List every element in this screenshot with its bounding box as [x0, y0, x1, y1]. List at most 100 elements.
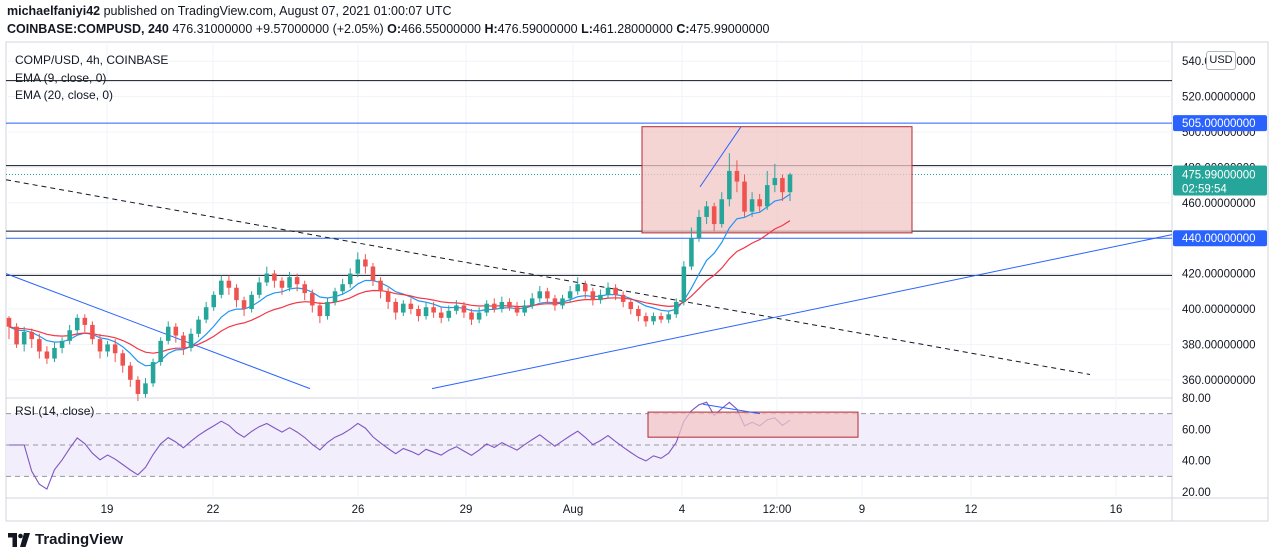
- currency-button[interactable]: USD: [1206, 51, 1236, 70]
- candle-body: [764, 185, 770, 207]
- candle-body: [332, 291, 338, 302]
- level-440-badge-label: 440.00000000: [1182, 233, 1256, 245]
- time-tick-label: 22: [207, 504, 220, 516]
- candle-body: [401, 303, 406, 313]
- candle-body: [393, 301, 398, 313]
- rsi-tick-label: 80.00: [1182, 393, 1211, 405]
- high-value: 476.59000000: [497, 22, 578, 36]
- candle-body: [249, 294, 254, 309]
- descending-trendline: [5, 273, 311, 390]
- candle-body: [711, 206, 717, 225]
- legend-ema9[interactable]: EMA (9, close, 0): [15, 71, 107, 85]
- symbol-label: COINBASE:COMPUSD, 240: [7, 22, 169, 36]
- low-label: L:: [581, 22, 593, 36]
- level-505-badge-label: 505.00000000: [1182, 118, 1256, 130]
- candle-body: [666, 314, 671, 320]
- candle-body: [173, 326, 179, 336]
- candle-body: [461, 305, 467, 313]
- close-value: 475.99000000: [689, 22, 770, 36]
- trend-lines[interactable]: [5, 126, 1173, 415]
- candle-body: [272, 273, 277, 281]
- price-tick-label: 400.00000000: [1182, 304, 1256, 316]
- candle-body: [749, 199, 755, 212]
- candle-body: [529, 298, 535, 306]
- legend-ema20[interactable]: EMA (20, close, 0): [15, 88, 114, 102]
- candle-body: [302, 284, 307, 294]
- candle-body: [105, 344, 110, 352]
- price-tick-label: 380.00000000: [1182, 339, 1256, 351]
- time-tick-label: 29: [460, 504, 473, 516]
- candle-body: [704, 206, 709, 217]
- publish-details: published on TradingView.com, August 07,…: [100, 4, 452, 18]
- rsi-axis: 80.00 60.00 40.00 20.00: [1182, 393, 1211, 499]
- publish-info: michaelfaniyi42 published on TradingView…: [7, 4, 452, 18]
- candle-body: [52, 347, 57, 359]
- rsi-tick-label: 20.00: [1182, 487, 1211, 499]
- candle-body: [552, 298, 558, 306]
- candle-body: [6, 317, 12, 327]
- candle-body: [234, 287, 239, 301]
- candle-body: [719, 199, 725, 225]
- open-value: 466.55000000: [401, 22, 481, 36]
- candle-body: [567, 291, 573, 299]
- candle-body: [97, 339, 103, 352]
- candle-body: [423, 307, 429, 317]
- candle-body: [14, 326, 19, 345]
- candle-body: [590, 291, 596, 301]
- candle-body: [385, 291, 391, 302]
- candle-body: [416, 309, 421, 317]
- candle-body: [264, 273, 270, 283]
- time-tick-label: 4: [679, 504, 686, 516]
- candle-body: [317, 305, 323, 317]
- candle-body: [150, 362, 156, 384]
- candle-body: [696, 216, 702, 239]
- tradingview-logo-icon: [8, 532, 30, 547]
- level-440-badge-bg: [1173, 230, 1267, 247]
- candle-body: [74, 317, 80, 331]
- candle-body: [294, 277, 300, 285]
- candle-body: [780, 178, 785, 193]
- current-price-badge-bg: [1173, 165, 1267, 196]
- price-divergence-line: [699, 126, 742, 188]
- candle-body: [787, 174, 793, 193]
- time-tick-label: 12:00: [763, 504, 792, 516]
- candle-body: [325, 301, 330, 317]
- candle-body: [340, 284, 345, 292]
- close-label: C:: [676, 22, 690, 36]
- rsi-tick-label: 40.00: [1182, 456, 1211, 468]
- publisher-name[interactable]: michaelfaniyi42: [7, 4, 101, 18]
- dashed-trendline: [5, 179, 1091, 375]
- rsi-divergence-line: [702, 403, 761, 415]
- price-tick-label: 360.00000000: [1182, 375, 1256, 387]
- price-tick-label: 460.00000000: [1182, 198, 1256, 210]
- candle-body: [241, 300, 247, 309]
- candle-body: [560, 298, 565, 306]
- candle-body: [438, 312, 444, 318]
- candle-body: [514, 307, 520, 313]
- legend-rsi[interactable]: RSI (14, close): [15, 404, 95, 418]
- horizontal-levels[interactable]: [6, 80, 1172, 276]
- time-axis[interactable]: 19 22 26 29 Aug 4 12:00 9 12 16: [101, 504, 1123, 516]
- low-value: 461.28000000: [592, 22, 673, 36]
- candle-body: [681, 266, 687, 302]
- legend-title: COMP/USD, 4h, COINBASE: [15, 53, 169, 67]
- candle-body: [355, 259, 361, 274]
- candle-body: [643, 316, 649, 322]
- candle-body: [484, 303, 489, 313]
- candle-body: [613, 287, 618, 295]
- candle-body: [128, 365, 133, 380]
- candle-body: [112, 344, 118, 354]
- ascending-trendline: [431, 234, 1173, 390]
- tradingview-wordmark: TradingView: [35, 531, 124, 548]
- price-axis[interactable]: 540.00000000520.00000000500.00000000480.…: [1173, 56, 1267, 387]
- candle-body: [158, 340, 163, 363]
- ema-lines: [8, 193, 791, 367]
- candle-body: [408, 303, 414, 309]
- tradingview-logo[interactable]: TradingView: [8, 531, 123, 548]
- candle-body: [492, 303, 497, 309]
- candle-body: [605, 287, 611, 295]
- candle-body: [628, 301, 634, 309]
- candle-body: [196, 319, 201, 334]
- candle-body: [29, 332, 35, 340]
